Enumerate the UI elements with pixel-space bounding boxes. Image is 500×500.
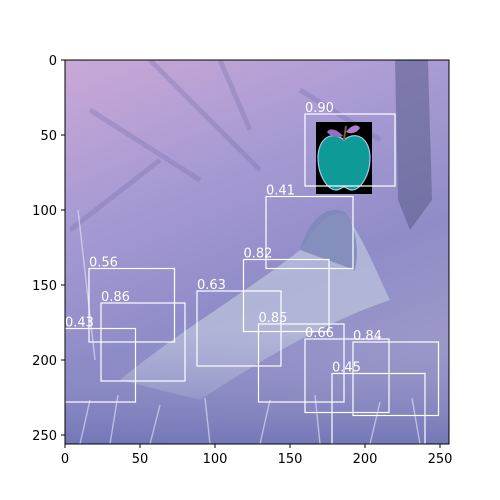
detection-rect	[242, 258, 330, 333]
detection-boxes: 0.90 0.41 0.82 0.56 0.63 0.86 0.43 0.85 0.66 0.84…	[64, 101, 440, 445]
detection-box: 0.41	[265, 184, 354, 270]
detection-rect	[304, 338, 390, 414]
y-tick-label: 100	[32, 204, 57, 219]
detection-rect	[352, 341, 440, 417]
detection-score: 0.84	[353, 329, 382, 344]
x-tick-label: 100	[203, 452, 228, 467]
detection-box: 0.66	[304, 326, 390, 414]
x-tick-label: 50	[132, 452, 149, 467]
detection-score: 0.63	[197, 278, 226, 293]
detection-rect	[257, 323, 345, 403]
detection-score: 0.82	[244, 247, 273, 262]
x-axis: 0 50 100 150 200 250	[61, 444, 453, 467]
detection-box: 0.90	[304, 101, 396, 187]
detection-box: 0.86	[100, 290, 186, 382]
x-tick-label: 0	[61, 452, 69, 467]
y-tick-label: 250	[32, 429, 57, 444]
y-tick-label: 150	[32, 279, 57, 294]
detection-box: 0.56	[88, 256, 176, 343]
x-tick-label: 150	[278, 452, 303, 467]
plot-image	[65, 60, 449, 444]
detection-score: 0.90	[305, 101, 334, 116]
apple-icon	[316, 122, 372, 194]
detection-box: 0.63	[196, 278, 282, 367]
detection-score: 0.45	[332, 361, 361, 376]
x-tick-label: 200	[353, 452, 378, 467]
y-tick-label: 50	[40, 129, 57, 144]
detection-score: 0.41	[266, 184, 295, 199]
detection-score: 0.85	[259, 311, 288, 326]
detection-box: 0.85	[257, 311, 345, 403]
y-axis: 0 50 100 150 200 250	[32, 54, 65, 444]
detection-rect	[265, 195, 354, 270]
detection-rect	[196, 290, 282, 367]
detection-score: 0.86	[101, 290, 130, 305]
y-tick-label: 200	[32, 354, 57, 369]
detection-score: 0.43	[65, 316, 94, 331]
x-tick-label: 250	[428, 452, 453, 467]
detection-score: 0.56	[89, 256, 118, 271]
detection-score: 0.66	[305, 326, 334, 341]
detection-box: 0.82	[242, 247, 330, 333]
detection-box: 0.84	[352, 329, 440, 417]
y-tick-label: 0	[49, 54, 57, 69]
detection-rect	[88, 267, 176, 343]
detection-rect	[304, 113, 396, 187]
detection-rect	[100, 302, 186, 382]
axes-frame	[64, 59, 450, 445]
